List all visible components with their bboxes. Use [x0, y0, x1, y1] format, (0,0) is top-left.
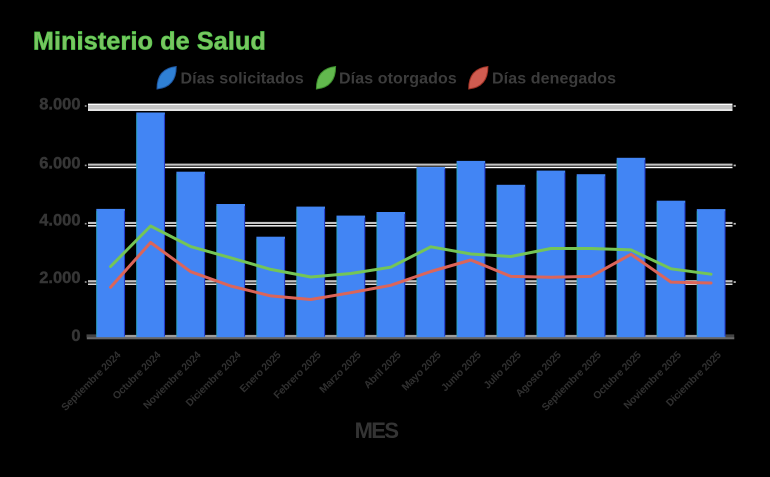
svg-text:MES: MES: [355, 418, 399, 443]
svg-text:2.000: 2.000: [39, 269, 80, 287]
svg-text:4.000: 4.000: [39, 211, 80, 229]
svg-text:0: 0: [71, 327, 80, 345]
svg-text:8.000: 8.000: [39, 96, 80, 114]
svg-text:Días solicitados: Días solicitados: [181, 71, 304, 88]
svg-text:Ministerio de Salud: Ministerio de Salud: [33, 28, 266, 56]
svg-text:Días denegados: Días denegados: [492, 71, 616, 88]
svg-text:Días otorgados: Días otorgados: [339, 71, 457, 88]
svg-text:6.000: 6.000: [39, 154, 80, 172]
